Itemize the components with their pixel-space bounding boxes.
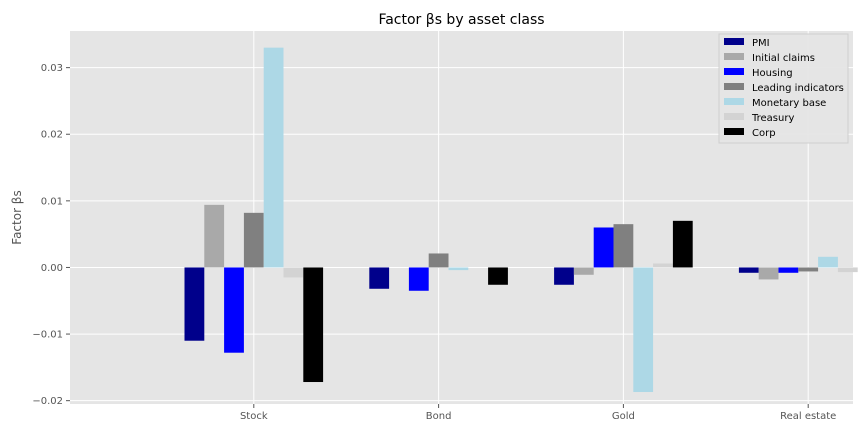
bar-initial-claims-real-estate [758,267,779,280]
y-axis-label: Factor βs [10,190,24,244]
bar-pmi-bond [369,267,390,289]
bar-corp-stock [303,267,324,383]
x-tick-label: Gold [612,411,635,422]
bar-monetary-base-gold [633,267,654,393]
bar-treasury-gold [653,263,673,268]
bar-monetary-base-bond [448,267,469,271]
legend-swatch [724,98,744,105]
bar-leading-indicators-stock [243,212,264,268]
legend-label: Leading indicators [752,83,844,94]
bar-housing-gold [593,227,614,268]
bar-corp-bond [488,267,508,285]
bar-pmi-gold [554,267,574,285]
bar-initial-claims-stock [204,204,225,268]
bar-pmi-real-estate [738,267,759,273]
y-tick-label: 0.02 [41,130,63,141]
y-tick-label: 0.03 [41,63,63,74]
x-tick-label: Stock [240,411,268,422]
legend-swatch [724,83,744,90]
x-tick-label: Real estate [780,411,836,422]
y-tick-label: 0.01 [41,196,63,207]
chart-title: Factor βs by asset class [378,12,544,28]
bar-housing-bond [408,267,429,291]
bar-pmi-stock [184,267,205,341]
x-tick-label: Bond [426,411,452,422]
bar-leading-indicators-bond [428,253,449,268]
x-tick-labels: Stock Bond Gold Real estate [240,404,836,422]
legend-swatch [724,38,744,45]
bar-leading-indicators-real-estate [798,267,819,272]
bar-monetary-base-real-estate [818,256,838,268]
y-tick-label: −0.01 [32,330,63,341]
legend-label: Monetary base [752,98,826,109]
bar-treasury-real-estate [837,267,858,273]
y-tick-label: 0.00 [41,263,63,274]
legend: PMI Initial claims Housing Leading indicato… [718,33,849,144]
legend-swatch [724,68,744,75]
bar-housing-real-estate [778,267,799,273]
legend-swatch [724,113,744,120]
legend-label: Initial claims [752,53,815,64]
bars [184,47,858,393]
legend-swatch [724,53,744,60]
legend-swatch [724,128,744,135]
legend-label: Treasury [751,113,794,124]
bar-housing-stock [224,267,244,353]
y-tick-label: −0.02 [32,396,63,407]
bar-initial-claims-gold [573,267,594,275]
legend-label: Corp [752,128,776,139]
bar-corp-gold [672,220,693,268]
legend-label: Housing [752,68,793,79]
bar-treasury-stock [283,267,304,278]
y-tick-labels: −0.02 −0.01 0.00 0.01 0.02 0.03 [32,63,70,407]
bar-monetary-base-stock [263,47,284,268]
bar-leading-indicators-gold [613,224,634,268]
legend-label: PMI [752,38,770,49]
